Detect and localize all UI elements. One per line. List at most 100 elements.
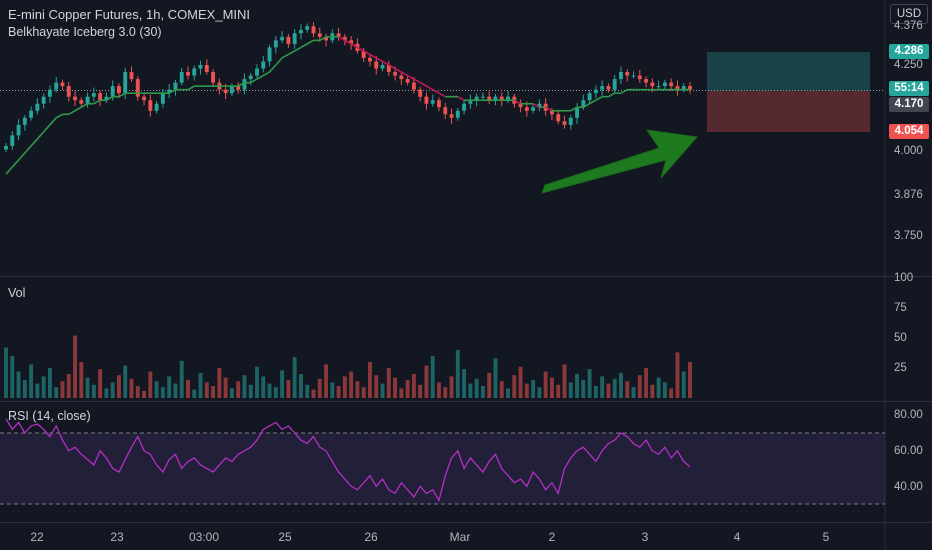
volume-bar: [73, 335, 77, 398]
candle-body: [311, 26, 316, 34]
volume-bar: [531, 380, 536, 398]
candle-body: [85, 96, 90, 104]
position-stop-zone[interactable]: [707, 91, 870, 132]
volume-tick: 25: [894, 362, 907, 374]
volume-bar: [317, 378, 322, 398]
candle-body: [612, 79, 617, 90]
ma-segment: [532, 103, 540, 108]
candle-body: [261, 61, 266, 69]
candle-body: [405, 79, 410, 83]
volume-bar: [430, 356, 435, 398]
indicator-legend[interactable]: Belkhayate Iceberg 3.0 (30): [8, 25, 162, 39]
candle-body: [211, 72, 216, 83]
volume-bar: [424, 365, 429, 398]
candle-body: [656, 86, 661, 88]
arrow-drawing[interactable]: [541, 129, 698, 194]
candle-body: [349, 40, 354, 44]
volume-bar: [298, 374, 303, 398]
volume-bar: [305, 384, 310, 398]
ma-segment: [68, 110, 76, 115]
volume-bar: [631, 387, 636, 398]
ma-segment: [93, 99, 101, 105]
volume-label[interactable]: Vol: [8, 286, 26, 300]
volume-bar: [462, 369, 467, 398]
candle-body: [223, 89, 228, 94]
ma-segment: [570, 106, 578, 112]
volume-bar: [512, 375, 517, 398]
volume-bar: [437, 382, 441, 398]
candle-body: [173, 82, 178, 90]
candle-body: [167, 89, 172, 94]
rsi-tick: 80.00: [894, 409, 923, 421]
candle-body: [135, 79, 140, 97]
candle-body: [123, 72, 128, 94]
candle-body: [562, 121, 567, 125]
volume-bar: [98, 369, 103, 398]
volume-tick: 50: [894, 332, 907, 344]
candle-body: [386, 65, 391, 73]
time-label: 5: [822, 530, 830, 544]
volume-bar: [60, 381, 65, 398]
volume-bar: [54, 387, 59, 398]
volume-bar: [675, 352, 680, 398]
candle-body: [4, 145, 8, 150]
rsi-band: [0, 433, 885, 504]
ma-segment: [24, 145, 32, 154]
candle-body: [518, 103, 523, 108]
rsi-label[interactable]: RSI (14, close): [8, 409, 91, 423]
candle-body: [142, 96, 147, 101]
candle-body: [148, 100, 153, 111]
candle-body: [424, 96, 429, 104]
candle-body: [499, 96, 504, 101]
volume-tick: 75: [894, 302, 907, 314]
volume-bar: [468, 383, 473, 398]
candle-body: [593, 89, 598, 94]
currency-button[interactable]: USD: [890, 4, 928, 24]
volume-bar: [449, 376, 454, 398]
time-label: 26: [364, 530, 378, 544]
volume-bar: [29, 364, 34, 398]
ma-segment: [49, 117, 57, 126]
ma-segment: [595, 95, 603, 101]
candle-body: [236, 86, 241, 90]
volume-bar: [480, 386, 485, 398]
ma-segment: [17, 152, 26, 161]
time-label: 23: [110, 530, 124, 544]
candle-body: [455, 110, 460, 118]
candle-body: [669, 82, 674, 87]
candle-body: [443, 107, 448, 115]
candle-body: [35, 103, 40, 111]
ma-segment: [394, 67, 402, 73]
candle-body: [575, 107, 579, 118]
volume-bar: [255, 366, 259, 398]
ma-segment: [545, 106, 553, 112]
candle-body: [606, 86, 611, 90]
volume-bar: [688, 362, 692, 398]
volume-bar: [575, 374, 579, 398]
position-target-zone[interactable]: [707, 52, 870, 91]
volume-bar: [361, 387, 366, 398]
candle-body: [110, 86, 115, 97]
candle-body: [292, 33, 297, 44]
candle-body: [468, 100, 473, 104]
volume-bar: [581, 380, 586, 398]
volume-bar: [606, 383, 611, 398]
volume-tick: 100: [894, 272, 914, 284]
candle-body: [474, 96, 479, 101]
candle-body: [22, 117, 27, 125]
candle-body: [681, 86, 686, 90]
price-tick: 3.750: [894, 230, 923, 242]
volume-bar: [493, 358, 498, 398]
candle-body: [324, 36, 328, 41]
volume-bar: [186, 380, 190, 398]
candle-body: [368, 57, 372, 62]
candle-body: [619, 72, 623, 80]
candle-body: [556, 114, 561, 122]
volume-bar: [66, 374, 71, 398]
candle-body: [625, 72, 630, 76]
candle-body: [273, 40, 278, 48]
symbol-title[interactable]: E-mini Copper Futures, 1h, COMEX_MINI: [8, 7, 251, 22]
time-label: 2: [548, 530, 556, 544]
price-tick: 4.376: [894, 20, 923, 32]
